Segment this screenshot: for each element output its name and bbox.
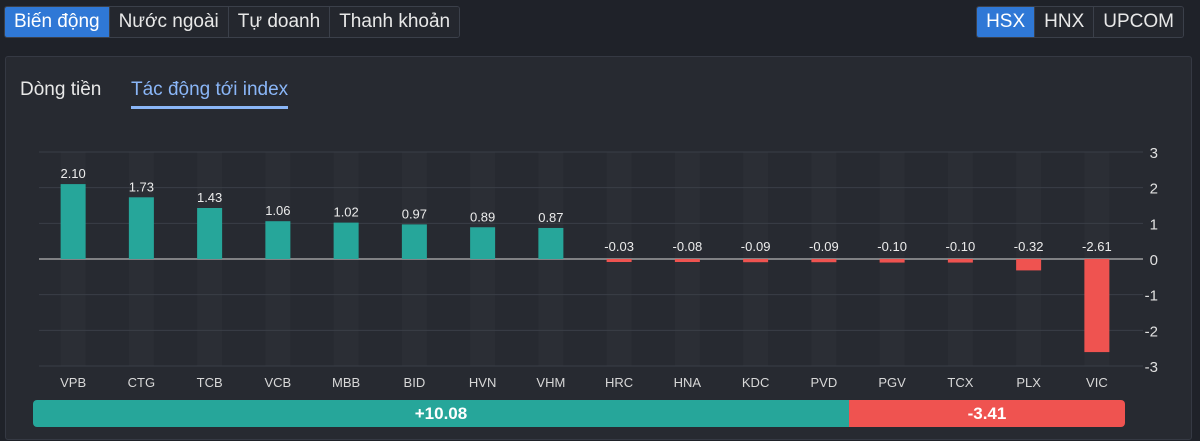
summary-negative: -3.41 bbox=[848, 400, 1125, 427]
bar-bid bbox=[401, 224, 427, 259]
tab-bien-dong[interactable]: Biến động bbox=[5, 7, 109, 37]
subtab-dong-tien[interactable]: Dòng tiền bbox=[20, 79, 102, 100]
x-tick-label: PVD bbox=[811, 375, 838, 390]
tab-hnx[interactable]: HNX bbox=[1034, 7, 1094, 37]
chart-panel: Dòng tiền Tác động tới index 3 2 1 0 -1 -2 -3 2… bbox=[5, 56, 1192, 440]
x-tick-label: TCX bbox=[947, 375, 973, 390]
data-label: 0.89 bbox=[470, 209, 495, 224]
bar-tcx bbox=[947, 259, 973, 263]
x-tick-label: PGV bbox=[878, 375, 906, 390]
data-label: 0.87 bbox=[538, 210, 563, 225]
exchange-tabs: HSX HNX UPCOM bbox=[976, 6, 1184, 38]
data-label: 1.06 bbox=[265, 203, 290, 218]
y-tick-label: -1 bbox=[1145, 288, 1158, 305]
bar-kdc bbox=[743, 259, 769, 263]
bar-pgv bbox=[879, 259, 905, 263]
bar-plx bbox=[1016, 259, 1042, 271]
tab-thanh-khoan[interactable]: Thanh khoản bbox=[329, 7, 460, 37]
x-tick-label: HNA bbox=[674, 375, 702, 390]
data-label: 1.02 bbox=[333, 205, 358, 220]
bar-hna bbox=[674, 259, 700, 262]
tab-nuoc-ngoai[interactable]: Nước ngoài bbox=[108, 7, 228, 37]
x-tick-label: MBB bbox=[332, 375, 360, 390]
x-tick-label: HVN bbox=[469, 375, 496, 390]
data-label: 0.97 bbox=[402, 206, 427, 221]
view-tabs: Biến động Nước ngoài Tự doanh Thanh khoả… bbox=[4, 6, 461, 38]
x-tick-label: VCB bbox=[265, 375, 292, 390]
subtab-tac-dong-index[interactable]: Tác động tới index bbox=[131, 79, 289, 109]
data-label: 1.43 bbox=[197, 190, 222, 205]
bar-vhm bbox=[538, 227, 564, 259]
x-tick-label: CTG bbox=[128, 375, 155, 390]
bar-ctg bbox=[128, 197, 154, 259]
bar-vpb bbox=[60, 184, 86, 259]
bar-hvn bbox=[470, 227, 496, 259]
x-tick-label: KDC bbox=[742, 375, 769, 390]
data-label: -0.10 bbox=[877, 239, 907, 254]
data-label: -0.09 bbox=[809, 239, 839, 254]
bar-tcb bbox=[197, 207, 223, 259]
tab-upcom[interactable]: UPCOM bbox=[1093, 7, 1183, 37]
y-tick-label: 2 bbox=[1150, 181, 1158, 198]
y-tick-label: -2 bbox=[1145, 323, 1158, 340]
summary-positive: +10.08 bbox=[33, 400, 849, 427]
bar-vcb bbox=[265, 221, 291, 259]
data-label: 1.73 bbox=[129, 179, 154, 194]
y-tick-label: 1 bbox=[1150, 216, 1158, 233]
x-tick-label: PLX bbox=[1016, 375, 1041, 390]
y-tick-label: 3 bbox=[1150, 145, 1158, 162]
x-tick-label: HRC bbox=[605, 375, 633, 390]
summary-bar: +10.08 -3.41 bbox=[33, 400, 1125, 427]
y-tick-label: -3 bbox=[1145, 359, 1158, 376]
x-tick-label: BID bbox=[404, 375, 426, 390]
data-label: -0.09 bbox=[741, 239, 771, 254]
tab-hsx[interactable]: HSX bbox=[977, 7, 1035, 37]
bar-hrc bbox=[606, 259, 632, 262]
y-tick-label: 0 bbox=[1150, 252, 1158, 269]
bar-pvd bbox=[811, 259, 837, 263]
x-tick-label: VIC bbox=[1086, 375, 1108, 390]
data-label: -2.61 bbox=[1082, 239, 1112, 254]
index-impact-chart: 3 2 1 0 -1 -2 -3 2.10 VPB 1.73 CTG 1.43 TCB 1.06 VCB 1.… bbox=[39, 145, 1158, 390]
data-label: -0.10 bbox=[946, 239, 976, 254]
x-tick-label: VHM bbox=[536, 375, 565, 390]
x-tick-label: VPB bbox=[60, 375, 86, 390]
data-label: -0.32 bbox=[1014, 239, 1044, 254]
bar-vic bbox=[1084, 259, 1110, 353]
data-label: -0.08 bbox=[673, 239, 703, 254]
tab-tu-doanh[interactable]: Tự doanh bbox=[227, 7, 330, 37]
data-label: 2.10 bbox=[60, 166, 85, 181]
x-tick-label: TCB bbox=[197, 375, 223, 390]
data-label: -0.03 bbox=[604, 239, 634, 254]
bar-mbb bbox=[333, 222, 359, 259]
